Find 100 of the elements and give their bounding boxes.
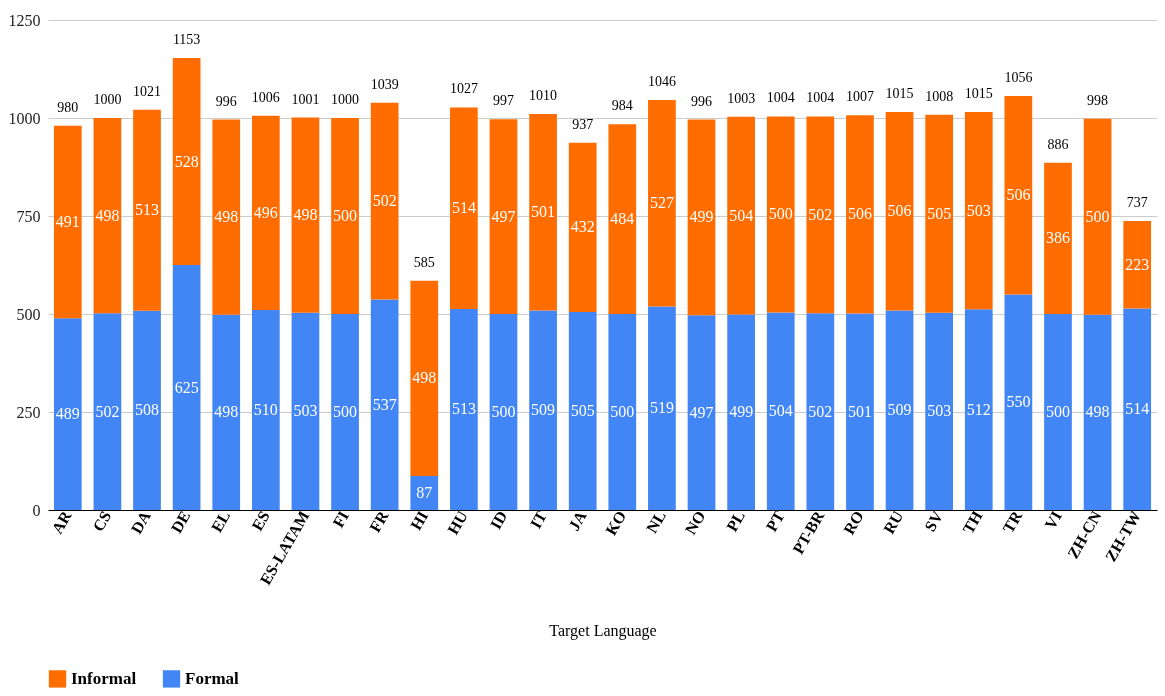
bar: [529, 310, 557, 510]
total-label: 980: [57, 99, 79, 115]
total-label: 1007: [845, 89, 874, 105]
data-label: 87: [416, 483, 433, 501]
bar: [93, 313, 122, 510]
y-tick-label: 1250: [8, 11, 41, 29]
bar: [885, 310, 914, 510]
legend-label: Formal: [185, 668, 240, 688]
data-label: 497: [491, 207, 516, 225]
x-tick-label: EL: [207, 508, 234, 535]
y-tick-label: 750: [16, 207, 41, 225]
bar: [450, 308, 478, 510]
total-label: 1027: [449, 81, 478, 97]
bar: [885, 112, 914, 311]
data-label: 502: [95, 402, 120, 420]
x-tick-label: TH: [959, 507, 986, 537]
bar: [410, 475, 439, 510]
data-label: 509: [531, 401, 556, 419]
total-label: 1004: [806, 90, 835, 106]
data-label: 510: [253, 401, 278, 419]
total-label: 1000: [93, 92, 122, 107]
data-label: 513: [451, 400, 476, 418]
x-tick-label: DE: [167, 508, 194, 536]
data-label: 512: [966, 400, 991, 418]
data-label: 500: [768, 205, 793, 223]
bar: [687, 315, 716, 510]
data-label: 503: [293, 402, 318, 420]
bar: [529, 114, 557, 311]
data-label: 504: [729, 206, 754, 224]
y-tick-label: 0: [32, 501, 41, 519]
bar: [291, 312, 320, 510]
data-label: 514: [1125, 400, 1150, 418]
x-tick-label: VI: [1041, 508, 1065, 532]
data-label: 502: [372, 192, 397, 210]
data-label: 625: [174, 378, 199, 396]
bar: [450, 107, 478, 309]
x-tick-label: NL: [643, 508, 669, 536]
total-label: 1003: [727, 90, 756, 106]
bar: [133, 109, 161, 311]
x-tick-label: ID: [486, 508, 511, 532]
data-label: 502: [808, 205, 833, 223]
bar: [1123, 308, 1152, 510]
data-label: 500: [333, 403, 358, 420]
total-label: 1010: [529, 88, 558, 104]
data-label: 506: [847, 205, 872, 223]
total-label: 585: [413, 254, 435, 270]
total-label: 1008: [925, 88, 954, 104]
x-tick-label: PT: [762, 507, 788, 535]
bar: [53, 318, 82, 510]
bar: [410, 280, 439, 476]
x-tick-label: FR: [366, 507, 392, 535]
bar: [727, 314, 755, 510]
bar: [608, 124, 637, 314]
bar: [489, 119, 518, 314]
total-label: 1000: [331, 92, 360, 107]
data-label: 501: [847, 402, 872, 420]
total-label: 1039: [370, 76, 399, 92]
data-label: 498: [1085, 403, 1110, 421]
data-label: 386: [1045, 229, 1070, 247]
total-label: 996: [691, 93, 713, 109]
total-label: 1004: [766, 90, 795, 106]
bar: [687, 119, 716, 316]
data-label: 500: [1045, 403, 1070, 420]
x-tick-label: DA: [127, 507, 155, 537]
data-label: 498: [95, 206, 120, 224]
bar: [1044, 162, 1072, 314]
data-label: 550: [1006, 393, 1031, 411]
x-tick-label: PL: [723, 508, 749, 535]
total-label: 937: [572, 116, 594, 132]
data-label: 497: [689, 403, 714, 421]
bar: [291, 117, 320, 313]
bar: [133, 310, 161, 510]
x-tick-label: HI: [407, 508, 432, 533]
x-tick-label: RU: [880, 507, 907, 537]
data-label: 499: [689, 208, 714, 226]
total-label: 1153: [172, 32, 201, 48]
total-label: 998: [1087, 92, 1109, 108]
data-label: 503: [966, 201, 991, 219]
data-label: 432: [570, 218, 595, 236]
bar: [212, 119, 241, 315]
data-label: 500: [333, 207, 358, 224]
bar: [806, 116, 835, 314]
bar: [925, 114, 954, 313]
data-label: 508: [135, 401, 160, 419]
bar: [1004, 294, 1033, 510]
data-label: 498: [412, 369, 437, 387]
bar: [489, 314, 518, 510]
data-label: 500: [610, 403, 635, 420]
data-label: 501: [531, 203, 556, 221]
bar: [53, 125, 82, 319]
bar: [93, 118, 122, 314]
data-label: 500: [1085, 207, 1110, 225]
data-label: 499: [729, 403, 754, 421]
bar: [766, 312, 795, 510]
bar: [172, 58, 201, 265]
bar: [251, 310, 280, 510]
y-tick-label: 250: [16, 403, 41, 421]
bar: [925, 312, 954, 510]
bar: [212, 314, 241, 510]
x-tick-label: AR: [48, 507, 75, 537]
